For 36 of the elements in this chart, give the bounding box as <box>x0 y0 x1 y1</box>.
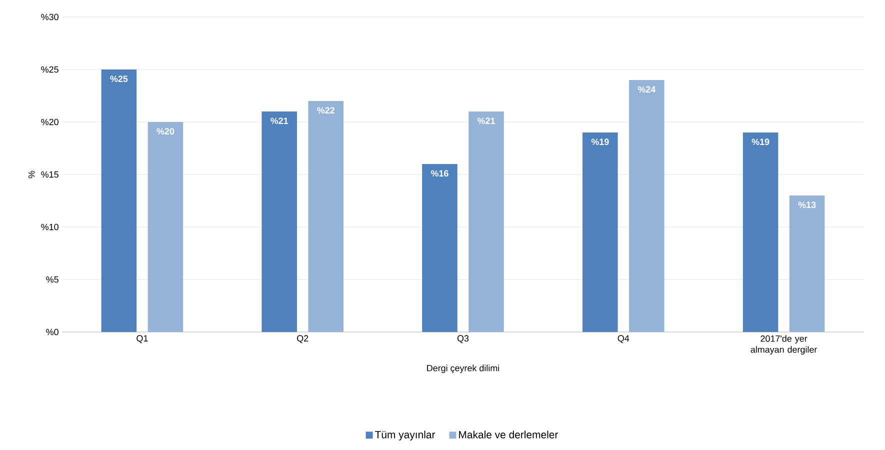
data-label: %13 <box>798 202 816 208</box>
bar <box>742 132 778 332</box>
bar <box>262 112 297 332</box>
data-label: %16 <box>430 170 448 177</box>
bar <box>422 164 458 332</box>
x-tick-label: Q1 <box>136 335 148 344</box>
y-axis-title: % <box>28 170 35 178</box>
data-label: %25 <box>110 76 128 82</box>
data-label: %21 <box>478 118 495 124</box>
y-tick-label: %5 <box>46 276 58 283</box>
bar <box>308 101 344 332</box>
data-label: %19 <box>591 138 609 146</box>
legend-label: Tüm yayınlar <box>375 430 436 440</box>
x-tick-label: Q4 <box>618 335 630 344</box>
bar <box>148 122 184 332</box>
y-tick-label: %15 <box>41 171 58 178</box>
data-label: %20 <box>156 128 174 135</box>
data-label: %19 <box>752 138 770 146</box>
x-tick-label: Q2 <box>297 335 308 344</box>
bar <box>101 70 137 332</box>
x-axis-title: Dergi çeyrek dilimi <box>427 364 499 374</box>
x-tick-label: Q3 <box>457 335 469 344</box>
x-tick-label: 2017'de yer almayan dergiler <box>750 335 818 355</box>
y-tick-label: %0 <box>46 328 58 336</box>
bar <box>629 80 664 332</box>
bar <box>789 196 825 332</box>
y-tick-label: %10 <box>41 224 58 230</box>
data-label: %24 <box>638 86 656 93</box>
y-tick-label: %30 <box>41 14 58 20</box>
data-label: %21 <box>270 118 288 124</box>
bar <box>468 112 504 332</box>
legend-label: Makale ve derlemeler <box>459 430 558 438</box>
bar <box>582 132 618 332</box>
y-tick-label: %20 <box>41 118 58 126</box>
data-label: %22 <box>317 107 334 114</box>
y-tick-label: %25 <box>41 66 58 73</box>
